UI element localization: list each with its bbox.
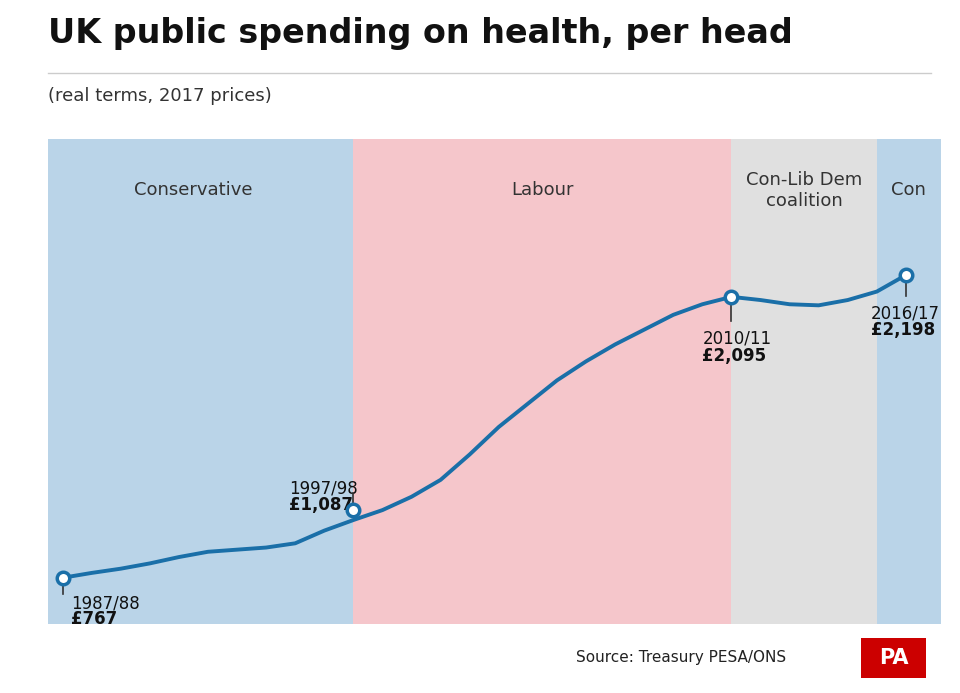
Text: 2016/17: 2016/17: [871, 304, 940, 322]
Text: £2,198: £2,198: [871, 321, 935, 339]
Text: £1,087: £1,087: [289, 495, 353, 514]
Text: £767: £767: [71, 610, 117, 628]
Text: Labour: Labour: [511, 181, 574, 199]
Text: Con: Con: [892, 181, 926, 199]
Text: 2010/11: 2010/11: [703, 330, 772, 348]
Bar: [732, 222, 876, 624]
Bar: [876, 222, 941, 624]
Bar: [876, 139, 941, 222]
Bar: [48, 222, 353, 624]
Text: (real terms, 2017 prices): (real terms, 2017 prices): [48, 87, 272, 105]
Bar: [353, 139, 732, 222]
Text: 1997/98: 1997/98: [289, 480, 358, 498]
Text: Source: Treasury PESA/ONS: Source: Treasury PESA/ONS: [576, 650, 786, 665]
Bar: [353, 222, 732, 624]
Text: PA: PA: [879, 648, 908, 667]
Text: Conservative: Conservative: [134, 181, 252, 199]
Bar: [732, 139, 876, 222]
Text: Con-Lib Dem
coalition: Con-Lib Dem coalition: [746, 170, 862, 209]
Text: 1987/88: 1987/88: [71, 594, 140, 612]
Bar: [48, 139, 353, 222]
Text: UK public spending on health, per head: UK public spending on health, per head: [48, 17, 793, 51]
Text: £2,095: £2,095: [703, 346, 766, 365]
